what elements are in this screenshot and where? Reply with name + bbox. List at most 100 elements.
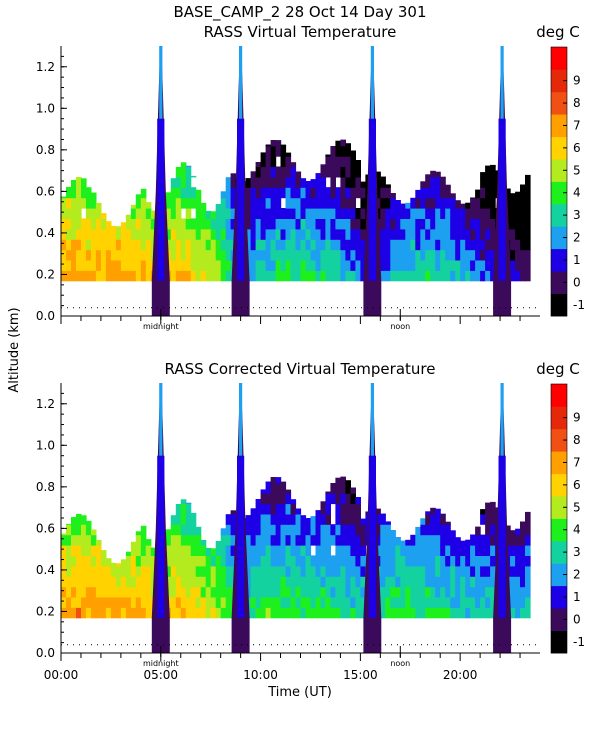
heatmap-cell xyxy=(265,524,272,536)
heatmap-cell xyxy=(380,586,386,598)
heatmap-cell xyxy=(185,513,192,525)
heatmap-cell xyxy=(470,545,476,556)
heatmap-cell xyxy=(490,534,496,546)
heatmap-cell xyxy=(435,197,441,209)
heatmap-cell xyxy=(265,545,272,556)
heatmap-cell xyxy=(310,218,317,230)
heatmap-cell xyxy=(210,270,217,282)
heatmap-cell xyxy=(445,187,451,199)
heatmap-cell xyxy=(515,228,521,240)
heatmap-cell xyxy=(215,204,222,209)
heatmap-cell xyxy=(90,565,97,577)
heatmap-cell xyxy=(81,586,87,598)
heatmap-cell xyxy=(76,270,82,282)
heatmap-cell xyxy=(335,596,341,608)
heatmap-cell xyxy=(275,576,282,588)
heatmap-cell xyxy=(320,576,327,588)
heatmap-cell xyxy=(140,188,147,199)
heatmap-cell xyxy=(295,249,302,261)
heatmap-cell xyxy=(200,249,207,261)
heatmap-cell xyxy=(305,555,312,567)
heatmap-cell xyxy=(520,607,526,619)
heatmap-cell xyxy=(340,476,346,484)
heatmap-cell xyxy=(465,586,471,598)
heatmap-cell xyxy=(270,555,277,567)
heatmap-cell xyxy=(300,187,307,199)
heatmap-cell xyxy=(320,586,327,598)
heatmap-cell xyxy=(505,534,511,546)
heatmap-cell xyxy=(435,607,441,619)
heatmap-cell xyxy=(120,576,127,588)
heatmap-cell xyxy=(255,524,262,536)
heatmap-cell xyxy=(445,184,451,188)
heatmap-cell xyxy=(325,156,331,168)
spike-core xyxy=(157,455,165,618)
heatmap-cell xyxy=(325,545,331,556)
heatmap-cell xyxy=(330,555,336,567)
heatmap-cell xyxy=(420,576,426,588)
heatmap-cell xyxy=(285,270,292,282)
heatmap-cell xyxy=(180,162,187,167)
heatmap-cell xyxy=(355,218,361,230)
heatmap-cell xyxy=(380,576,386,588)
heatmap-cell xyxy=(260,503,267,515)
heatmap-cell xyxy=(425,555,431,567)
heatmap-cell xyxy=(81,259,87,271)
heatmap-cell xyxy=(270,482,277,494)
heatmap-cell xyxy=(305,518,312,525)
heatmap-cell xyxy=(525,565,531,577)
heatmap-cell xyxy=(350,534,356,546)
heatmap-cell xyxy=(360,555,366,567)
heatmap-cell xyxy=(290,208,297,219)
heatmap-cell xyxy=(210,259,217,271)
heatmap-cell xyxy=(330,146,336,157)
heatmap-cell xyxy=(440,607,446,619)
heatmap-cell xyxy=(445,576,451,588)
heatmap-cell xyxy=(385,259,391,271)
heatmap-cell xyxy=(175,504,182,515)
heatmap-cell xyxy=(110,259,117,271)
heatmap-cell xyxy=(250,596,257,608)
heatmap-cell xyxy=(140,259,147,271)
heatmap-cell xyxy=(325,154,331,157)
heatmap-cell xyxy=(210,239,217,251)
heatmap-cell xyxy=(490,596,496,608)
heatmap-cell xyxy=(85,576,92,588)
heatmap-cell xyxy=(140,208,147,219)
heatmap-cell xyxy=(265,565,272,577)
heatmap-cell xyxy=(250,218,257,230)
heatmap-cell xyxy=(180,576,187,588)
heatmap-cell xyxy=(230,173,237,178)
heatmap-cell xyxy=(465,270,471,282)
heatmap-cell xyxy=(255,197,262,209)
heatmap-cell xyxy=(66,523,72,525)
heatmap-cell xyxy=(475,555,481,567)
heatmap-cell xyxy=(200,565,207,577)
heatmap-cell xyxy=(335,239,341,251)
heatmap-cell xyxy=(205,596,212,608)
heatmap-cell xyxy=(325,586,331,598)
heatmap-cell xyxy=(355,596,361,608)
heatmap-cell xyxy=(295,239,302,251)
heatmap-cell xyxy=(285,534,292,546)
heatmap-cell xyxy=(140,545,147,556)
heatmap-cell xyxy=(90,270,97,282)
heatmap-cell xyxy=(420,518,426,525)
heatmap-cell xyxy=(245,555,252,567)
heatmap-cell xyxy=(165,545,172,556)
heatmap-cell xyxy=(140,565,147,577)
heatmap-cell xyxy=(265,156,272,168)
heatmap-cell xyxy=(290,586,297,598)
heatmap-cell xyxy=(450,239,456,251)
heatmap-cell xyxy=(130,249,137,261)
heatmap-cell xyxy=(465,202,471,209)
spike-tip xyxy=(159,46,163,119)
heatmap-cell xyxy=(475,565,481,577)
heatmap-cell xyxy=(175,555,182,567)
heatmap-cell xyxy=(280,565,287,577)
heatmap-cell xyxy=(330,586,336,598)
heatmap-cell xyxy=(470,228,476,240)
heatmap-cell xyxy=(335,249,341,261)
heatmap-cell xyxy=(390,193,396,199)
heatmap-cell xyxy=(81,239,87,251)
